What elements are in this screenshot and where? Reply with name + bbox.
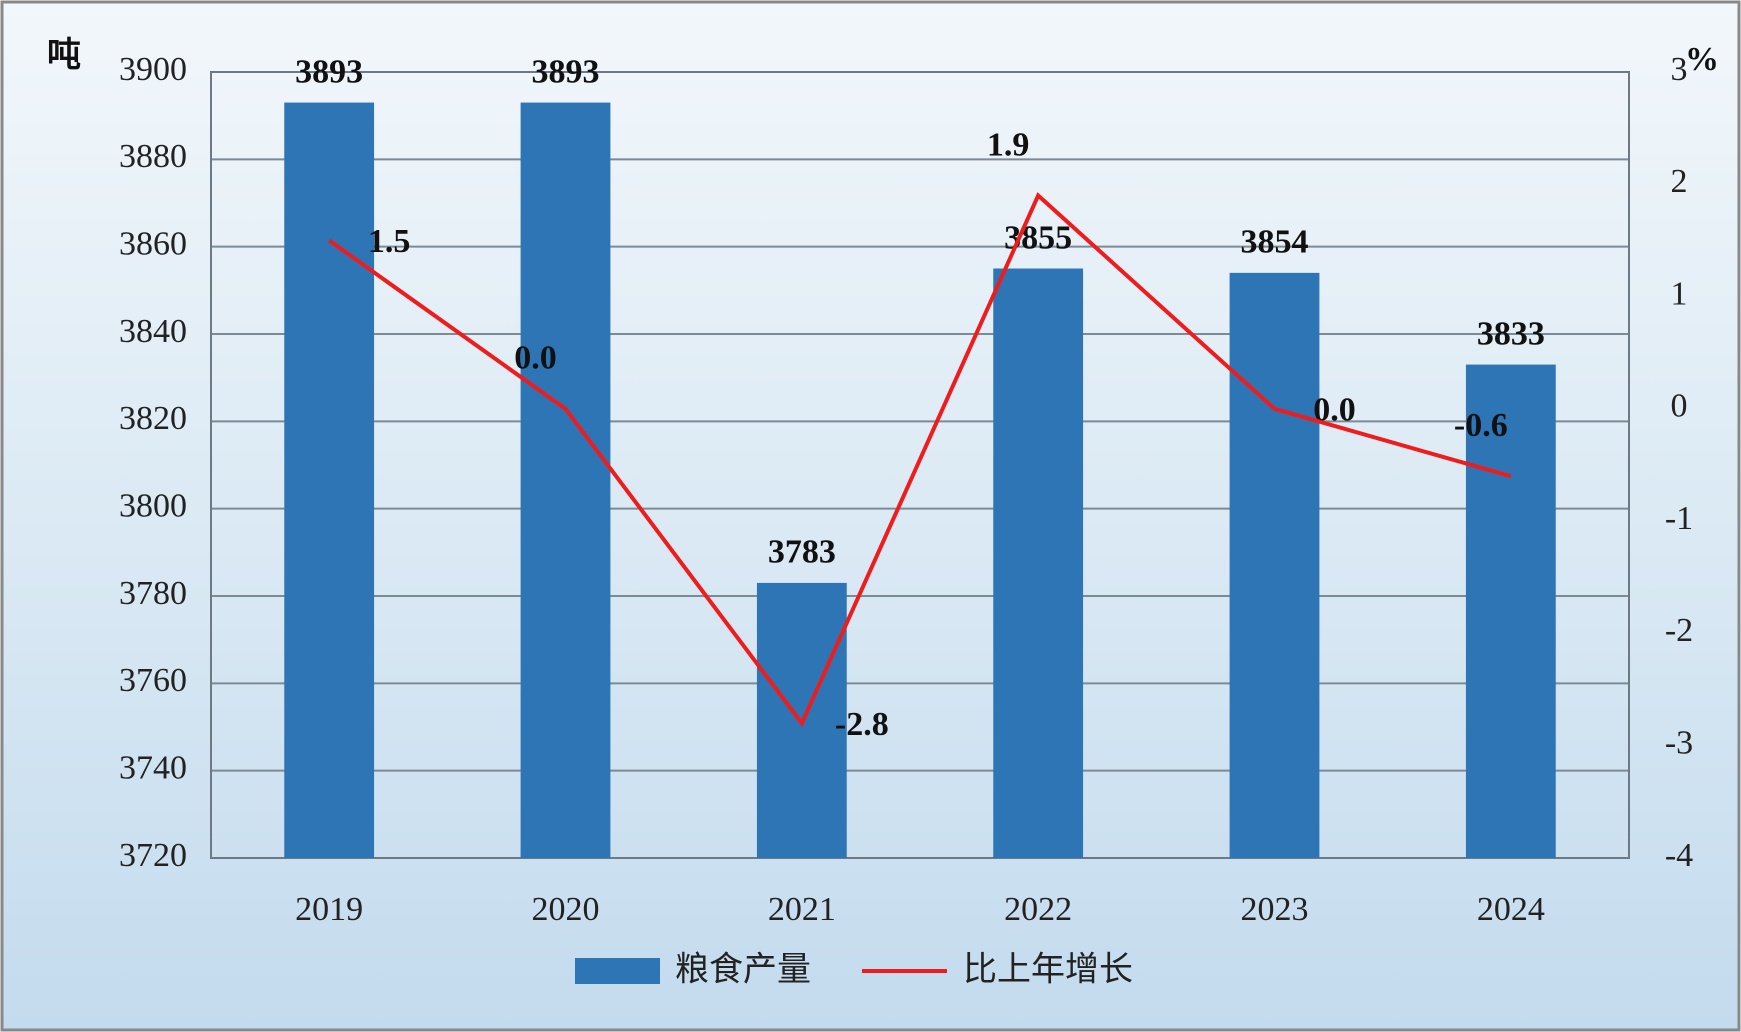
y2-tick-label: 0 <box>1671 388 1688 425</box>
y2-tick-label: -2 <box>1665 612 1693 649</box>
y2-axis-unit: % <box>1685 41 1719 78</box>
x-tick-label: 2019 <box>295 891 363 928</box>
bar <box>284 102 375 859</box>
line-value-label: 0.0 <box>514 340 557 377</box>
bar-value-label: 3893 <box>295 53 363 90</box>
legend-label: 比上年增长 <box>963 950 1133 990</box>
line-value-label: 1.5 <box>368 223 411 260</box>
y-tick-label: 3720 <box>119 837 187 874</box>
y-tick-label: 3820 <box>119 400 187 437</box>
y-tick-label: 3840 <box>119 313 187 350</box>
y-tick-label: 3760 <box>119 662 187 699</box>
line-value-label: -0.6 <box>1454 407 1508 444</box>
bar-value-label: 3854 <box>1241 224 1309 261</box>
y-tick-label: 3800 <box>119 487 187 524</box>
y2-tick-label: 1 <box>1671 275 1688 312</box>
line-value-label: -2.8 <box>835 706 889 743</box>
bar-value-label: 3893 <box>532 53 600 90</box>
plot-frame <box>210 71 1630 859</box>
bar <box>520 102 611 859</box>
x-tick-label: 2021 <box>768 891 836 928</box>
y-axis-unit: 吨 <box>47 36 81 74</box>
line <box>328 192 1512 728</box>
y2-tick-label: 3 <box>1671 51 1688 88</box>
legend-swatch <box>575 958 660 984</box>
y-tick-label: 3880 <box>119 138 187 175</box>
y-tick-label: 3740 <box>119 749 187 786</box>
bar-value-label: 3783 <box>768 534 836 571</box>
bar <box>993 268 1084 858</box>
y2-tick-label: -4 <box>1665 837 1693 874</box>
x-tick-label: 2023 <box>1241 891 1309 928</box>
y2-tick-label: -3 <box>1665 725 1693 762</box>
line-value-label: 1.9 <box>987 126 1030 163</box>
bar <box>1229 272 1320 858</box>
y-tick-label: 3900 <box>119 51 187 88</box>
y-tick-label: 3860 <box>119 225 187 262</box>
y2-tick-label: 2 <box>1671 163 1688 200</box>
y2-tick-label: -1 <box>1665 500 1693 537</box>
x-tick-label: 2024 <box>1477 891 1545 928</box>
legend-label: 粮食产量 <box>675 950 811 990</box>
bar <box>1465 364 1556 858</box>
bar-value-label: 3833 <box>1477 315 1545 352</box>
y-tick-label: 3780 <box>119 575 187 612</box>
x-tick-label: 2022 <box>1004 891 1072 928</box>
x-tick-label: 2020 <box>532 891 600 928</box>
